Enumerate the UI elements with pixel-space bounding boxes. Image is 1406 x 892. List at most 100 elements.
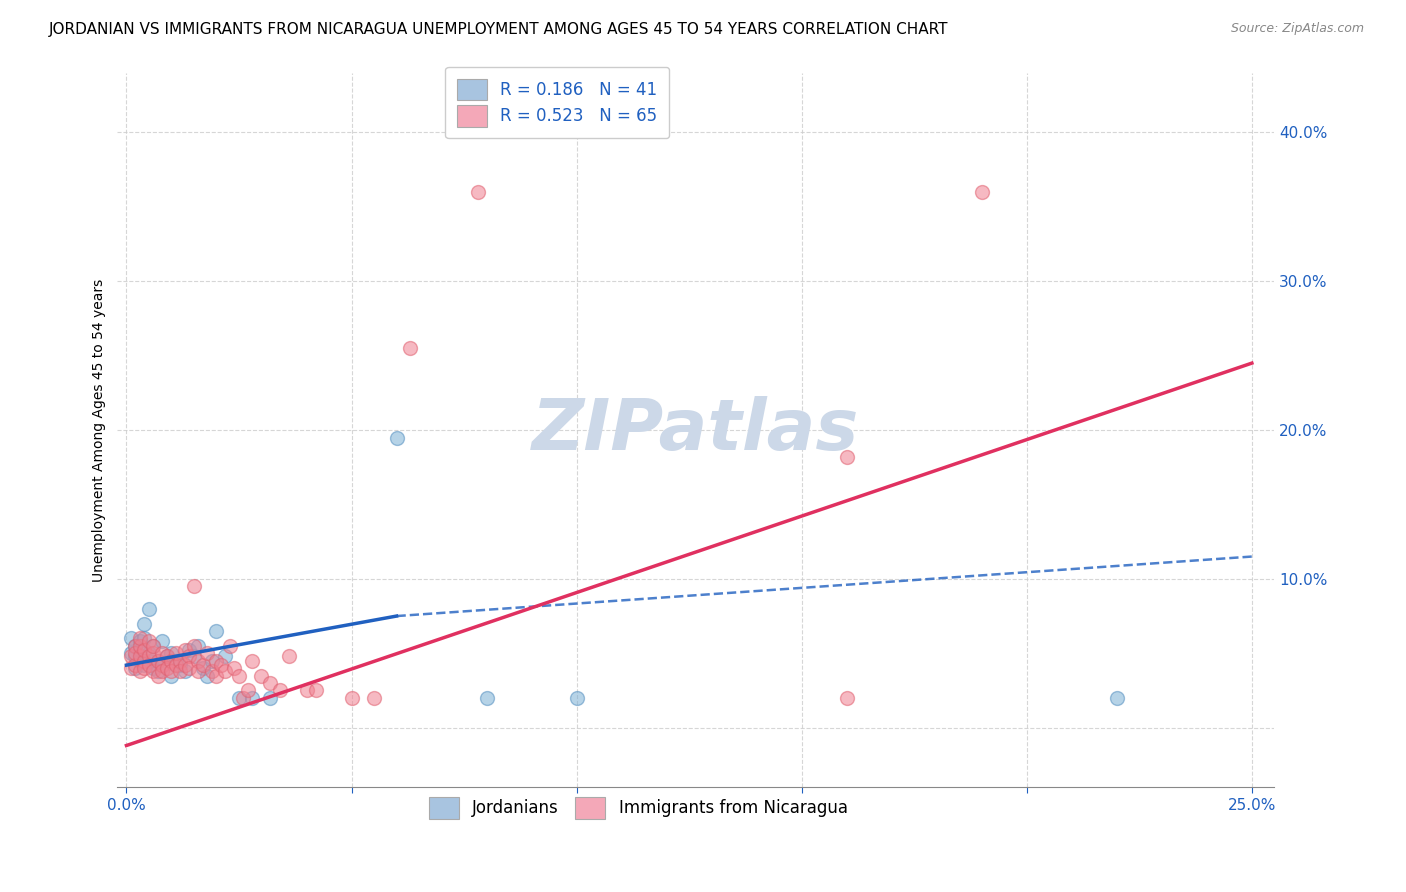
- Point: [138, 649, 160, 664]
- Point: [146, 664, 169, 678]
- Point: [142, 646, 165, 660]
- Point: [146, 654, 169, 668]
- Point: [120, 646, 142, 660]
- Point: [201, 654, 224, 668]
- Point: [835, 690, 858, 705]
- Point: [174, 664, 197, 678]
- Point: [134, 632, 156, 646]
- Point: [165, 646, 187, 660]
- Point: [129, 632, 152, 646]
- Point: [183, 649, 205, 664]
- Point: [142, 639, 165, 653]
- Point: [197, 646, 219, 660]
- Point: [160, 664, 183, 678]
- Point: [142, 639, 165, 653]
- Point: [277, 649, 299, 664]
- Point: [187, 639, 209, 653]
- Point: [205, 654, 228, 668]
- Point: [138, 654, 160, 668]
- Point: [228, 690, 250, 705]
- Point: [232, 690, 254, 705]
- Point: [138, 658, 160, 673]
- Point: [179, 661, 201, 675]
- Point: [228, 668, 250, 682]
- Point: [160, 668, 183, 682]
- Point: [138, 601, 160, 615]
- Point: [134, 616, 156, 631]
- Point: [152, 658, 174, 673]
- Point: [565, 690, 588, 705]
- Point: [224, 661, 246, 675]
- Point: [129, 639, 152, 653]
- Point: [138, 646, 160, 660]
- Point: [242, 690, 264, 705]
- Point: [187, 664, 209, 678]
- Point: [183, 639, 205, 653]
- Point: [156, 649, 179, 664]
- Point: [250, 668, 273, 682]
- Point: [340, 690, 363, 705]
- Point: [124, 658, 146, 673]
- Point: [214, 649, 236, 664]
- Point: [197, 668, 219, 682]
- Point: [129, 634, 152, 648]
- Point: [124, 649, 146, 664]
- Point: [138, 634, 160, 648]
- Point: [179, 649, 201, 664]
- Point: [259, 690, 281, 705]
- Point: [165, 658, 187, 673]
- Point: [146, 668, 169, 682]
- Point: [124, 661, 146, 675]
- Text: Source: ZipAtlas.com: Source: ZipAtlas.com: [1230, 22, 1364, 36]
- Point: [142, 661, 165, 675]
- Point: [124, 639, 146, 653]
- Point: [191, 661, 214, 675]
- Legend: Jordanians, Immigrants from Nicaragua: Jordanians, Immigrants from Nicaragua: [422, 790, 855, 825]
- Point: [304, 683, 326, 698]
- Point: [363, 690, 385, 705]
- Point: [191, 658, 214, 673]
- Point: [169, 658, 191, 673]
- Point: [209, 658, 232, 673]
- Point: [160, 646, 183, 660]
- Point: [467, 185, 489, 199]
- Point: [205, 668, 228, 682]
- Point: [120, 632, 142, 646]
- Point: [124, 639, 146, 653]
- Point: [165, 654, 187, 668]
- Point: [183, 579, 205, 593]
- Point: [169, 654, 191, 668]
- Point: [201, 664, 224, 678]
- Point: [129, 649, 152, 664]
- Point: [174, 643, 197, 657]
- Point: [385, 430, 408, 444]
- Point: [156, 649, 179, 664]
- Point: [129, 664, 152, 678]
- Point: [156, 661, 179, 675]
- Point: [134, 643, 156, 657]
- Text: JORDANIAN VS IMMIGRANTS FROM NICARAGUA UNEMPLOYMENT AMONG AGES 45 TO 54 YEARS CO: JORDANIAN VS IMMIGRANTS FROM NICARAGUA U…: [49, 22, 949, 37]
- Point: [134, 661, 156, 675]
- Point: [120, 649, 142, 664]
- Point: [146, 654, 169, 668]
- Point: [152, 646, 174, 660]
- Point: [160, 654, 183, 668]
- Point: [152, 634, 174, 648]
- Point: [152, 664, 174, 678]
- Point: [142, 664, 165, 678]
- Point: [174, 658, 197, 673]
- Point: [242, 654, 264, 668]
- Point: [1105, 690, 1128, 705]
- Point: [120, 661, 142, 675]
- Point: [214, 664, 236, 678]
- Point: [152, 658, 174, 673]
- Y-axis label: Unemployment Among Ages 45 to 54 years: Unemployment Among Ages 45 to 54 years: [93, 278, 107, 582]
- Point: [134, 658, 156, 673]
- Point: [179, 643, 201, 657]
- Point: [205, 624, 228, 638]
- Point: [236, 683, 259, 698]
- Point: [295, 683, 318, 698]
- Point: [835, 450, 858, 464]
- Point: [124, 646, 146, 660]
- Point: [129, 643, 152, 657]
